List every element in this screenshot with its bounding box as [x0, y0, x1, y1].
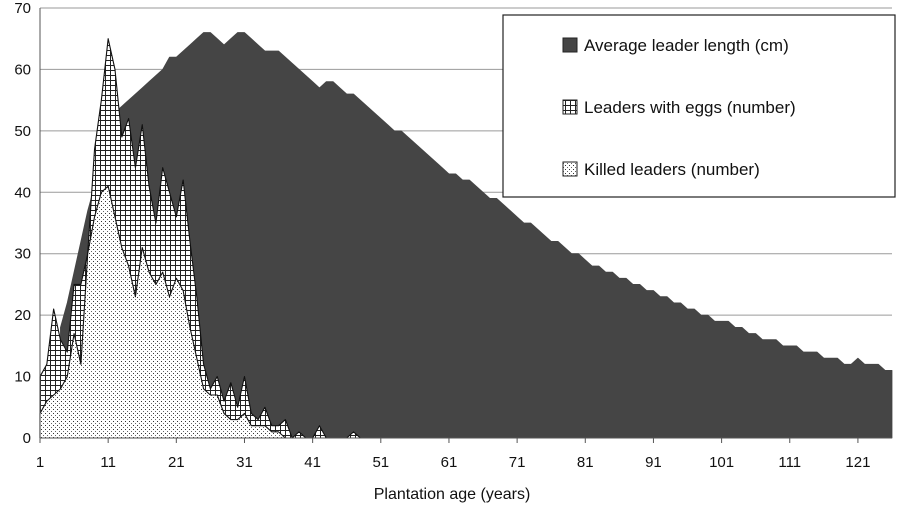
y-tick-label-20: 20	[14, 307, 31, 324]
x-tick-label-91: 91	[645, 454, 662, 471]
legend-label-0: Average leader length (cm)	[584, 36, 789, 55]
legend-swatch-2	[562, 161, 578, 177]
x-tick-label-11: 11	[100, 454, 116, 471]
x-tick-label-111: 111	[778, 454, 801, 471]
legend-label-2: Killed leaders (number)	[584, 160, 760, 179]
axes	[39, 8, 892, 439]
y-tick-label-10: 10	[14, 369, 31, 386]
x-tick-label-71: 71	[509, 454, 526, 471]
y-tick-label-30: 30	[14, 246, 31, 263]
y-tick-label-50: 50	[14, 123, 31, 140]
x-tick-label-1: 1	[36, 454, 44, 471]
x-tick-label-41: 41	[304, 454, 321, 471]
x-tick-labels: 1 11 21 31 41 51 61 71 81 91 101 111 121	[36, 438, 870, 471]
series-areas	[39, 32, 893, 439]
y-tick-labels: 0 10 20 30 40 50 60 70	[14, 0, 31, 447]
x-tick-label-121: 121	[845, 454, 870, 471]
x-tick-label-31: 31	[236, 454, 253, 471]
y-tick-label-0: 0	[23, 430, 31, 447]
legend-label-1: Leaders with eggs (number)	[584, 98, 796, 117]
x-tick-label-81: 81	[577, 454, 594, 471]
y-tick-label-60: 60	[14, 61, 31, 78]
legend-swatch-0	[562, 37, 578, 53]
series-area-0	[60, 32, 893, 439]
series-area-2	[39, 185, 293, 439]
y-tick-label-70: 70	[14, 0, 31, 17]
x-tick-label-61: 61	[441, 454, 458, 471]
x-tick-label-21: 21	[168, 454, 185, 471]
y-tick-label-40: 40	[14, 184, 31, 201]
legend: Average leader length (cm) Leaders with e…	[502, 14, 896, 198]
legend-swatch-1	[562, 99, 578, 115]
x-tick-label-101: 101	[709, 454, 734, 471]
x-axis-title: Plantation age (years)	[374, 486, 531, 503]
x-tick-label-51: 51	[372, 454, 389, 471]
